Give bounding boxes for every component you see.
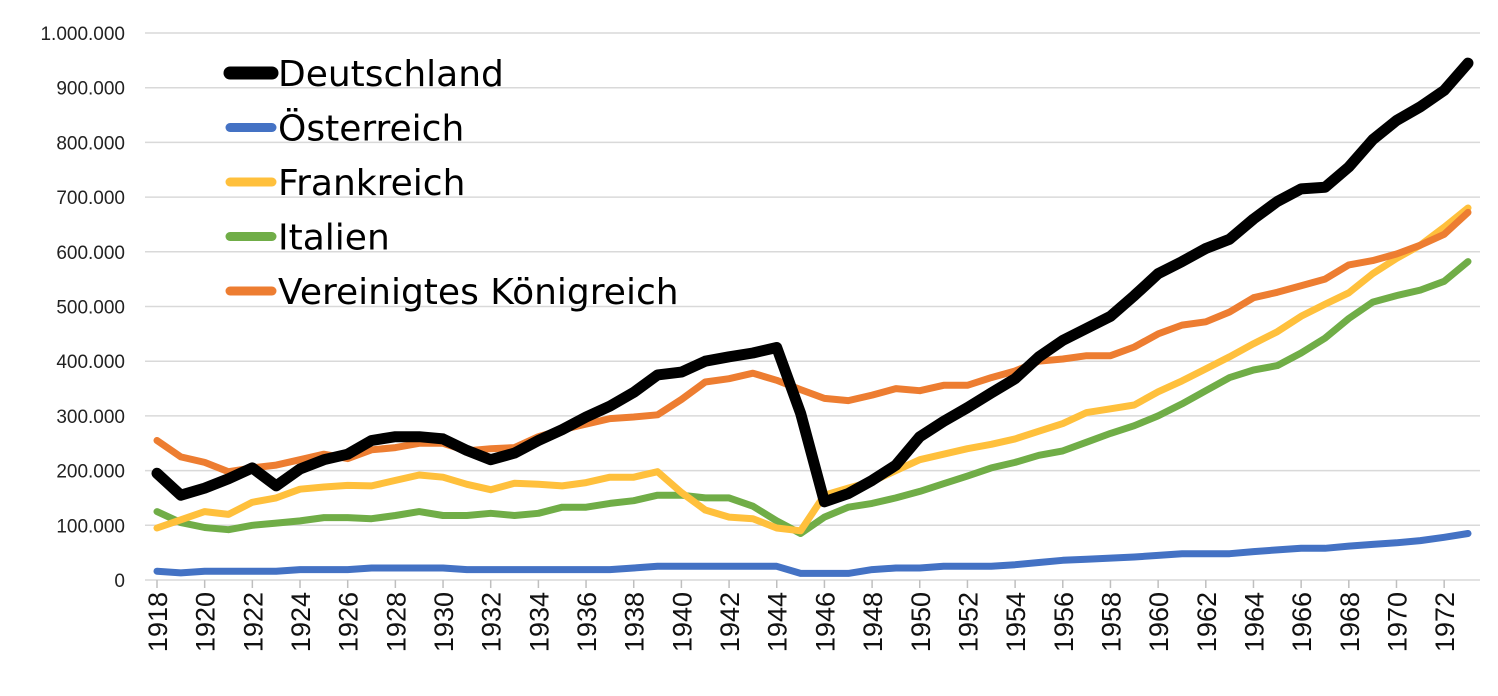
x-tick-label: 1942 — [715, 592, 745, 652]
x-tick-label: 1940 — [667, 592, 697, 652]
x-tick-label: 1948 — [858, 592, 888, 652]
x-tick-label: 1922 — [238, 592, 268, 652]
x-tick-label: 1968 — [1335, 592, 1365, 652]
y-tick-label: 0 — [114, 571, 125, 592]
y-tick-label: 800.000 — [56, 133, 125, 154]
grid-lines — [145, 32, 1480, 581]
y-tick-label: 400.000 — [56, 352, 125, 373]
x-tick-label: 1970 — [1382, 592, 1412, 652]
legend-label: Vereinigtes Königreich — [278, 272, 679, 313]
x-tick-label: 1958 — [1096, 592, 1126, 652]
legend-label: Italien — [278, 218, 390, 259]
y-tick-label: 300.000 — [56, 407, 125, 428]
x-tick-label: 1920 — [191, 592, 221, 652]
y-tick-label: 900.000 — [56, 79, 125, 100]
y-axis-ticks: 0 100.000 200.000 300.000 400.000 500.000 600.… — [40, 24, 125, 592]
y-tick-label: 1.000.000 — [40, 24, 125, 45]
y-tick-label: 700.000 — [56, 188, 125, 209]
legend-label: Österreich — [278, 108, 464, 150]
legend: Deutschland Österreich Frankreich Italien Ve… — [223, 54, 679, 313]
series-line--sterreich — [153, 530, 1472, 577]
x-tick-label: 1938 — [620, 592, 650, 652]
x-tick-label: 1926 — [334, 592, 364, 652]
x-tick-label: 1924 — [286, 592, 316, 652]
x-tick-label: 1918 — [143, 592, 173, 652]
legend-label: Deutschland — [278, 54, 504, 95]
x-tick-label: 1928 — [381, 592, 411, 652]
x-tick-label: 1962 — [1192, 592, 1222, 652]
series-line-deutschland — [151, 57, 1474, 508]
x-tick-label: 1934 — [524, 592, 554, 652]
x-tick-label: 1930 — [429, 592, 459, 652]
x-tick-label: 1960 — [1144, 592, 1174, 652]
series-lines — [151, 57, 1474, 577]
x-tick-label: 1954 — [1001, 592, 1031, 652]
x-tick-label: 1966 — [1287, 592, 1317, 652]
x-tick-label: 1950 — [906, 592, 936, 652]
y-tick-label: 100.000 — [56, 516, 125, 537]
x-tick-label: 1956 — [1049, 592, 1079, 652]
x-tick-label: 1964 — [1239, 592, 1269, 652]
x-tick-label: 1946 — [810, 592, 840, 652]
x-tick-label: 1932 — [477, 592, 507, 652]
x-tick-label: 1936 — [572, 592, 602, 652]
y-tick-label: 500.000 — [56, 298, 125, 319]
y-tick-label: 200.000 — [56, 462, 125, 483]
x-axis-ticks: 1918 1920 1922 1924 1926 1928 1930 1932 1934 1936… — [143, 580, 1460, 652]
y-tick-label: 600.000 — [56, 243, 125, 264]
x-tick-label: 1972 — [1430, 592, 1460, 652]
x-tick-label: 1952 — [953, 592, 983, 652]
x-tick-label: 1944 — [763, 592, 793, 652]
series-line-vereinigtes-k-nigreich — [153, 208, 1472, 476]
series-line-frankreich — [153, 204, 1472, 535]
legend-label: Frankreich — [278, 163, 465, 204]
series-line-italien — [153, 258, 1472, 537]
